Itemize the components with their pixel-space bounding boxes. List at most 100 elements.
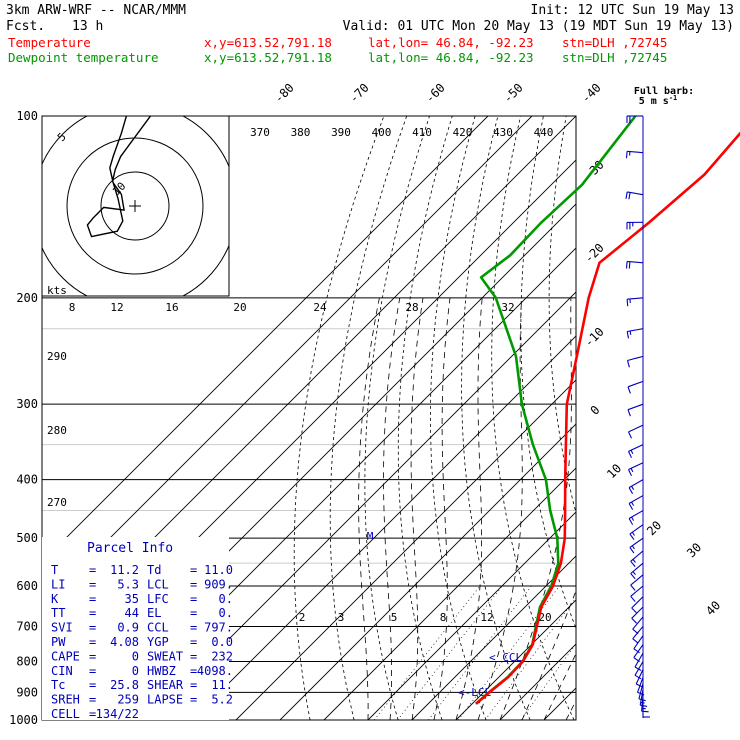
parcel-cell-0-1: = [89,563,96,577]
wind-barb-shaft [634,652,644,668]
barb-legend: Full barb: 5 m s-1 [634,86,694,107]
parcel-cell-6-4: = [190,649,197,663]
mixing-ratio-label-top-28: 28 [405,301,418,314]
dry-adiabat-280 [397,116,453,720]
header: 3km ARW-WRF -- NCAR/MMM Fcst. 13 h Init:… [6,3,734,34]
wind-barb [631,606,644,624]
parcel-cell-6-0: CAPE [51,649,80,663]
parcel-cell-5-5: 0.0 [211,635,233,649]
parcel-cell-10-0: CELL [51,707,80,721]
pressure-label-600: 600 [16,579,38,593]
mixing-ratio-label-bottom-20: 20 [538,611,551,624]
wind-barb-flag [626,299,629,307]
isotherm-label-m50: -50 [501,81,526,106]
wind-barb [631,596,644,614]
wind-barb-shaft [633,635,644,650]
parcel-cell-0-5: 11.0 [204,563,233,577]
parcel-cell-7-5: 4098. [197,664,233,678]
parcel-cell-10-2: 134/22 [96,707,139,721]
mixing-ratio-label-bottom-8: 8 [440,611,447,624]
wind-barb [626,297,644,307]
parcel-cell-6-1: = [89,649,96,663]
parcel-cell-3-1: = [89,606,96,620]
dry-adiabat-310 [491,116,575,720]
parcel-cell-8-2: 25.8 [110,678,139,692]
isotherm--40 [235,379,576,720]
legend-dewpoint: Dewpoint temperature x,y=613.52,791.18 l… [8,50,667,65]
wind-barb-half-flag [630,468,634,473]
legend-temperature-xy: x,y=613.52,791.18 [204,35,332,50]
wind-barb-shaft [627,260,644,264]
wind-barb-flag [634,674,642,680]
dry-adiabat-380 [679,116,740,720]
dry-adiabat-350 [603,116,740,720]
wind-barb-shaft [628,495,644,504]
moist-adiabat-10 [455,297,483,720]
theta-e-labels: 370 380 390 400 410 420 430 440 [250,126,553,139]
wind-barb [625,150,644,159]
isotherm-label-20: 20 [644,518,664,538]
mixing-ratio-lines [373,585,576,720]
legend-temperature-label: Temperature [8,35,91,50]
wind-barb [625,191,644,200]
forecast-hours: 13 h [72,19,103,34]
wind-barb [629,537,644,554]
theta-labels: 290 280 270 [47,350,67,509]
parcel-cell-1-1: = [89,577,96,591]
parcel-cell-9-2: 259 [117,693,139,707]
wind-barb-half-flag [631,516,635,521]
parcel-cell-6-2: 0 [132,649,139,663]
wind-barb [632,616,644,635]
pressure-label-700: 700 [16,619,38,633]
wind-barb-flag [631,607,637,614]
wind-barb [630,550,644,567]
wind-barb-flag [628,192,631,200]
parcel-cell-4-4: = [190,621,197,635]
mixing-ratio-labels: 8 12 16 20 24 28 322 3 5 8 12 20 [69,301,552,624]
parcel-cell-0-3: Td [147,563,161,577]
wind-barb-flag [640,704,648,707]
dry-adiabat-320 [520,116,576,630]
parcel-cell-2-2: 35 [125,592,139,606]
parcel-cell-5-4: = [190,635,197,649]
parcel-cell-1-5: 909. [204,577,233,591]
parcel-cell-3-4: = [190,606,197,620]
wind-barb-flag [628,469,632,477]
legend-dewpoint-station: stn=DLH ,72745 [562,50,667,65]
wind-barb-shaft [632,626,644,640]
wind-barb-flag [626,360,630,368]
dry-adiabat-260 [329,116,408,720]
wind-barb-half-flag [631,531,635,536]
wind-barb-flag [631,617,637,624]
wind-barb [628,462,644,477]
init-time: Init: 12 UTC Sun 19 May 13 [531,3,735,18]
theta-e-label-430: 430 [493,126,513,139]
wind-barb-flag [627,386,631,394]
theta-e-label-370: 370 [250,126,270,139]
legend-temperature: Temperature x,y=613.52,791.18 lat,lon= 4… [8,35,667,50]
pressure-label-1000: 1000 [9,713,38,727]
isotherm-label-m70: -70 [347,81,372,106]
mixing-ratio-20 [520,643,576,720]
wind-barb-shaft [628,479,644,489]
parcel-cell-1-3: LCL [147,577,169,591]
wind-barb-shaft [634,661,644,676]
wind-barb-flag [628,431,632,439]
mixing-ratio-label-top-16: 16 [165,301,178,314]
dry-adiabat-270 [364,116,430,720]
theta-e-label-420: 420 [453,126,473,139]
wind-barb-shaft [627,297,644,300]
isotherm--20 [323,467,576,720]
plot-border [41,115,577,721]
parcel-cell-9-3: LAPSE [147,693,183,707]
isotherm-label-m20: -20 [582,241,607,266]
mixing-ratio-label-bottom-2: 2 [299,611,306,624]
wind-barb-shaft [638,683,644,700]
valid-time: Valid: 01 UTC Mon 20 May 13 (19 MDT Sun … [343,19,734,34]
wind-barb-half-flag [631,545,635,550]
isotherm-50 [632,116,740,720]
wind-barb-shaft [635,669,644,685]
parcel-cell-3-0: TT [51,606,65,620]
dry-adiabat-300 [461,116,531,720]
